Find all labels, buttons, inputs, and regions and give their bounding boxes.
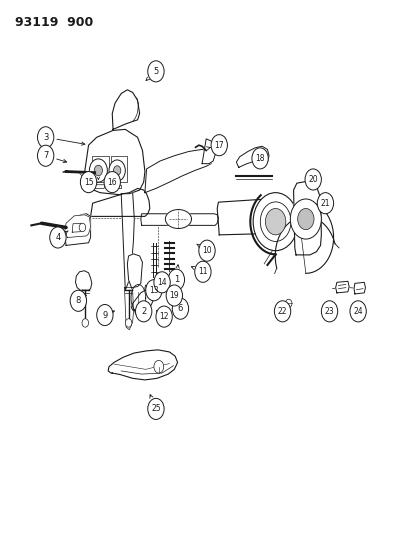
Circle shape xyxy=(304,169,320,190)
Circle shape xyxy=(97,304,113,326)
Circle shape xyxy=(172,298,188,319)
Circle shape xyxy=(156,306,172,327)
Text: 9: 9 xyxy=(102,311,107,319)
Text: 13: 13 xyxy=(149,286,158,295)
Text: 25: 25 xyxy=(151,405,160,414)
Circle shape xyxy=(194,261,211,282)
Text: 1: 1 xyxy=(173,275,178,284)
Circle shape xyxy=(166,285,182,306)
Polygon shape xyxy=(82,130,145,195)
Text: 24: 24 xyxy=(352,307,362,316)
Circle shape xyxy=(50,227,66,248)
Text: 8: 8 xyxy=(76,296,81,305)
Circle shape xyxy=(297,208,313,230)
Circle shape xyxy=(168,269,184,290)
Polygon shape xyxy=(112,90,139,130)
Circle shape xyxy=(274,301,290,322)
Text: 18: 18 xyxy=(255,154,264,163)
Text: 20: 20 xyxy=(308,175,317,184)
Polygon shape xyxy=(335,281,348,293)
Circle shape xyxy=(316,192,333,214)
Circle shape xyxy=(135,301,152,322)
Polygon shape xyxy=(75,271,92,290)
Text: 93119  900: 93119 900 xyxy=(15,16,93,29)
Polygon shape xyxy=(124,288,133,330)
Circle shape xyxy=(285,299,291,308)
Polygon shape xyxy=(131,290,153,311)
Circle shape xyxy=(265,208,285,235)
Circle shape xyxy=(154,360,163,373)
Text: 11: 11 xyxy=(198,267,207,276)
Text: 22: 22 xyxy=(277,307,287,316)
Circle shape xyxy=(82,319,88,327)
Text: 6: 6 xyxy=(177,304,183,313)
Circle shape xyxy=(38,127,54,148)
Circle shape xyxy=(147,61,164,82)
Polygon shape xyxy=(90,189,150,216)
Polygon shape xyxy=(121,192,134,290)
Ellipse shape xyxy=(260,202,290,241)
Polygon shape xyxy=(145,149,211,192)
Circle shape xyxy=(198,240,215,261)
Circle shape xyxy=(89,159,107,182)
Circle shape xyxy=(252,148,268,169)
Text: 2: 2 xyxy=(141,307,146,316)
Text: 3: 3 xyxy=(43,133,48,142)
Polygon shape xyxy=(353,282,365,294)
Polygon shape xyxy=(293,181,320,255)
Circle shape xyxy=(70,290,86,311)
Polygon shape xyxy=(108,350,177,380)
Circle shape xyxy=(80,172,97,192)
Polygon shape xyxy=(202,139,215,164)
Text: 7: 7 xyxy=(43,151,48,160)
Polygon shape xyxy=(65,214,90,245)
Circle shape xyxy=(38,145,54,166)
Circle shape xyxy=(147,398,164,419)
Circle shape xyxy=(113,166,121,175)
Text: 17: 17 xyxy=(214,141,223,150)
Polygon shape xyxy=(165,209,191,229)
Circle shape xyxy=(104,172,120,192)
Circle shape xyxy=(79,223,85,232)
Circle shape xyxy=(109,160,125,181)
Circle shape xyxy=(290,199,320,239)
Circle shape xyxy=(211,135,227,156)
Text: 5: 5 xyxy=(153,67,158,76)
Circle shape xyxy=(320,301,337,322)
Polygon shape xyxy=(236,146,268,167)
Circle shape xyxy=(94,165,102,176)
Polygon shape xyxy=(217,199,276,235)
Text: 23: 23 xyxy=(324,307,334,316)
Circle shape xyxy=(154,272,170,293)
Text: 14: 14 xyxy=(157,278,166,287)
Text: 21: 21 xyxy=(320,199,330,208)
Circle shape xyxy=(349,301,366,322)
Text: 19: 19 xyxy=(169,291,179,300)
Polygon shape xyxy=(131,285,145,312)
Text: 4: 4 xyxy=(55,233,60,242)
Circle shape xyxy=(125,319,131,327)
Ellipse shape xyxy=(252,192,297,251)
Polygon shape xyxy=(127,254,142,288)
Text: 15: 15 xyxy=(83,177,93,187)
Text: 16: 16 xyxy=(107,177,117,187)
Circle shape xyxy=(145,280,161,301)
Text: 10: 10 xyxy=(202,246,211,255)
Polygon shape xyxy=(65,215,90,238)
Polygon shape xyxy=(140,214,218,225)
Text: 12: 12 xyxy=(159,312,169,321)
